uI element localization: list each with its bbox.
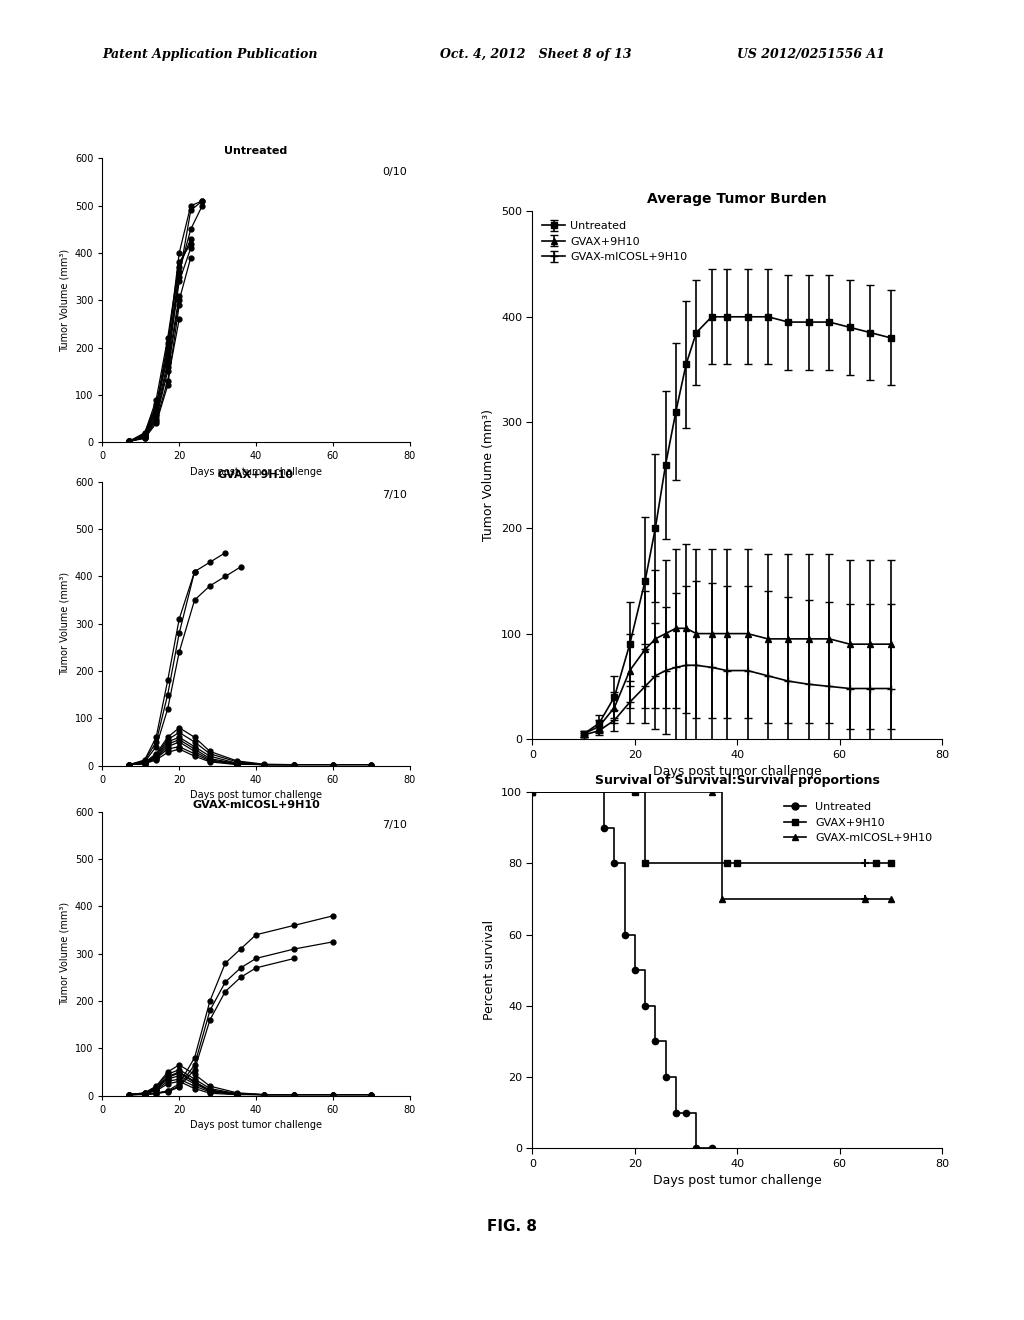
Text: Oct. 4, 2012   Sheet 8 of 13: Oct. 4, 2012 Sheet 8 of 13 xyxy=(440,48,632,61)
X-axis label: Days post tumor challenge: Days post tumor challenge xyxy=(653,1175,821,1188)
Y-axis label: Tumor Volume (mm³): Tumor Volume (mm³) xyxy=(59,248,70,352)
Y-axis label: Tumor Volume (mm³): Tumor Volume (mm³) xyxy=(59,572,70,676)
Y-axis label: Tumor Volume (mm³): Tumor Volume (mm³) xyxy=(482,409,496,541)
Text: 0/10: 0/10 xyxy=(382,166,407,177)
Text: FIG. 8: FIG. 8 xyxy=(487,1220,537,1234)
Title: Untreated: Untreated xyxy=(224,147,288,156)
Y-axis label: Percent survival: Percent survival xyxy=(482,920,496,1020)
Text: Patent Application Publication: Patent Application Publication xyxy=(102,48,317,61)
Y-axis label: Tumor Volume (mm³): Tumor Volume (mm³) xyxy=(59,902,70,1006)
Text: US 2012/0251556 A1: US 2012/0251556 A1 xyxy=(737,48,886,61)
Title: Average Tumor Burden: Average Tumor Burden xyxy=(647,191,827,206)
Legend: Untreated, GVAX+9H10, GVAX-mICOSL+9H10: Untreated, GVAX+9H10, GVAX-mICOSL+9H10 xyxy=(538,216,692,267)
X-axis label: Days post tumor challenge: Days post tumor challenge xyxy=(190,791,322,800)
Legend: Untreated, GVAX+9H10, GVAX-mICOSL+9H10: Untreated, GVAX+9H10, GVAX-mICOSL+9H10 xyxy=(779,797,937,847)
Title: GVAX+9H10: GVAX+9H10 xyxy=(218,470,294,479)
X-axis label: Days post tumor challenge: Days post tumor challenge xyxy=(190,1121,322,1130)
Title: GVAX-mICOSL+9H10: GVAX-mICOSL+9H10 xyxy=(193,800,319,809)
X-axis label: Days post tumor challenge: Days post tumor challenge xyxy=(190,467,322,477)
Text: 7/10: 7/10 xyxy=(382,490,407,500)
Title: Survival of Survival:Survival proportions: Survival of Survival:Survival proportion… xyxy=(595,774,880,787)
X-axis label: Days post tumor challenge: Days post tumor challenge xyxy=(653,766,821,779)
Text: 7/10: 7/10 xyxy=(382,820,407,830)
